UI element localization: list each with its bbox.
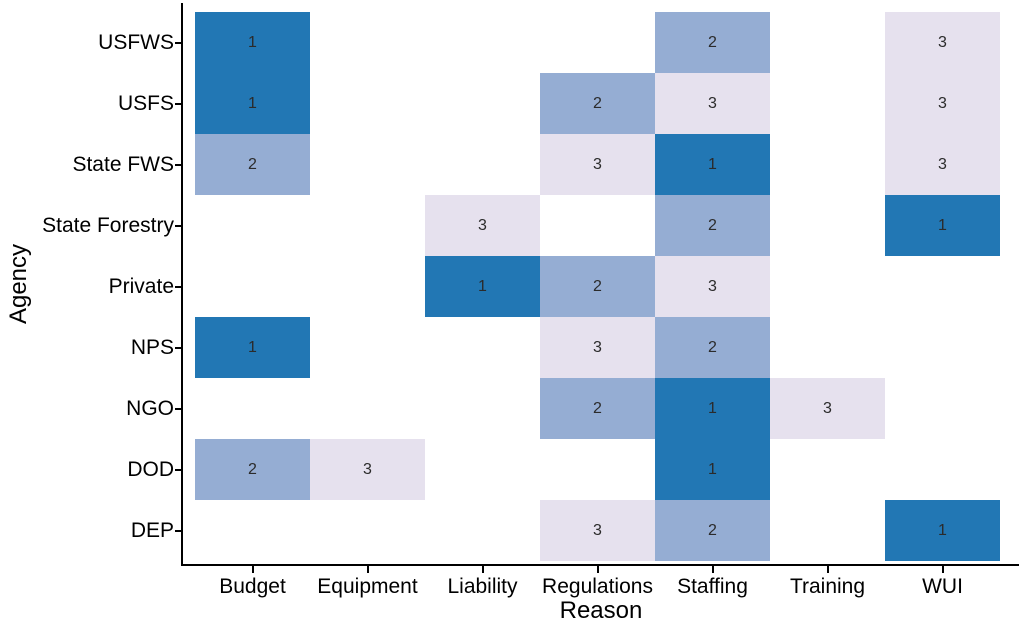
y-tick-label: NGO bbox=[126, 397, 174, 420]
heatmap-cell: 2 bbox=[655, 317, 770, 378]
heatmap-cell: 3 bbox=[540, 134, 655, 195]
x-axis-line bbox=[181, 564, 1019, 566]
heatmap-cell: 3 bbox=[885, 12, 1000, 73]
heatmap-cell: 3 bbox=[540, 500, 655, 561]
y-tick-mark bbox=[175, 102, 182, 105]
y-tick-label: Private bbox=[108, 275, 174, 298]
y-tick-mark bbox=[175, 224, 182, 227]
heatmap-cell: 3 bbox=[655, 256, 770, 317]
heatmap-cell: 2 bbox=[540, 378, 655, 439]
x-tick-mark bbox=[481, 566, 484, 573]
heatmap-cell: 1 bbox=[885, 195, 1000, 256]
y-tick-label: USFWS bbox=[98, 31, 174, 54]
heatmap-cell: 1 bbox=[885, 500, 1000, 561]
heatmap-cell: 3 bbox=[885, 134, 1000, 195]
y-tick-mark bbox=[175, 468, 182, 471]
x-tick-mark bbox=[826, 566, 829, 573]
heatmap-cell: 2 bbox=[655, 195, 770, 256]
y-tick-label: DOD bbox=[127, 458, 174, 481]
heatmap-cell: 2 bbox=[540, 73, 655, 134]
heatmap-cell: 2 bbox=[540, 256, 655, 317]
x-tick-label: Budget bbox=[219, 575, 286, 598]
heatmap-cell: 1 bbox=[655, 134, 770, 195]
y-tick-mark bbox=[175, 346, 182, 349]
heatmap-cell: 3 bbox=[885, 73, 1000, 134]
x-tick-label: Training bbox=[789, 575, 866, 598]
heatmap-cell: 1 bbox=[195, 73, 310, 134]
heatmap-cell: 2 bbox=[195, 134, 310, 195]
y-tick-mark bbox=[175, 163, 182, 166]
heatmap-cell: 1 bbox=[195, 317, 310, 378]
y-tick-label: State FWS bbox=[72, 153, 174, 176]
heatmap-cell: 1 bbox=[425, 256, 540, 317]
heatmap-cell: 3 bbox=[540, 317, 655, 378]
heatmap-cell: 1 bbox=[195, 12, 310, 73]
heatmap-cell: 1 bbox=[655, 439, 770, 500]
x-tick-label: Equipment bbox=[317, 575, 418, 598]
heatmap-cell: 3 bbox=[310, 439, 425, 500]
heatmap-cell: 2 bbox=[655, 12, 770, 73]
heatmap-cell: 2 bbox=[195, 439, 310, 500]
y-tick-mark bbox=[175, 41, 182, 44]
x-tick-mark bbox=[711, 566, 714, 573]
x-tick-mark bbox=[366, 566, 369, 573]
y-tick-label: State Forestry bbox=[42, 214, 174, 237]
heatmap-cell: 2 bbox=[655, 500, 770, 561]
y-tick-mark bbox=[175, 529, 182, 532]
heatmap-cell: 3 bbox=[770, 378, 885, 439]
x-axis-title: Reason bbox=[559, 597, 643, 624]
x-tick-label: Liability bbox=[447, 575, 518, 598]
x-tick-label: Regulations bbox=[542, 575, 653, 598]
x-tick-label: Staffing bbox=[677, 575, 748, 598]
x-tick-mark bbox=[596, 566, 599, 573]
x-tick-label: WUI bbox=[922, 575, 963, 598]
y-axis-line bbox=[181, 3, 183, 566]
y-tick-mark bbox=[175, 407, 182, 410]
y-tick-mark bbox=[175, 285, 182, 288]
y-tick-label: NPS bbox=[130, 336, 174, 359]
heatmap-cell: 1 bbox=[655, 378, 770, 439]
x-tick-mark bbox=[251, 566, 254, 573]
x-tick-mark bbox=[941, 566, 944, 573]
y-tick-label: DEP bbox=[130, 519, 174, 542]
heatmap-cell: 3 bbox=[655, 73, 770, 134]
y-tick-label: USFS bbox=[117, 92, 174, 115]
heatmap-cell: 3 bbox=[425, 195, 540, 256]
